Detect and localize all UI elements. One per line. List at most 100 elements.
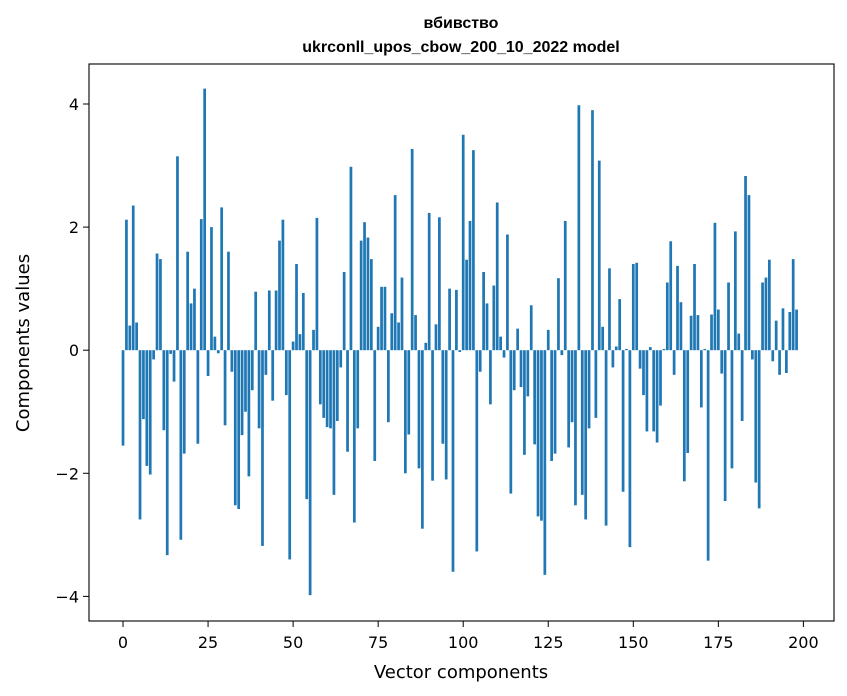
bar-122 bbox=[536, 350, 540, 517]
x-tick-label-50: 50 bbox=[283, 633, 303, 652]
bar-99 bbox=[458, 350, 462, 353]
y-tick-label-2: 2 bbox=[69, 218, 79, 237]
bar-120 bbox=[529, 305, 533, 351]
bar-85 bbox=[410, 148, 414, 351]
bar-27 bbox=[213, 336, 217, 351]
bar-43 bbox=[267, 290, 271, 351]
bar-72 bbox=[366, 237, 370, 351]
bar-62 bbox=[332, 350, 336, 495]
bar-125 bbox=[546, 329, 550, 351]
bar-169 bbox=[696, 315, 700, 351]
bar-178 bbox=[727, 282, 730, 351]
bar-100 bbox=[461, 134, 465, 351]
bar-164 bbox=[679, 302, 683, 351]
bar-154 bbox=[645, 350, 649, 432]
bar-141 bbox=[601, 326, 605, 351]
bar-139 bbox=[594, 350, 598, 418]
bar-194 bbox=[781, 308, 785, 351]
y-axis-ticks: −4 −2 0 2 4 bbox=[55, 95, 89, 606]
bar-193 bbox=[778, 350, 781, 375]
bar-92 bbox=[434, 324, 438, 351]
y-axis-label: Components values bbox=[13, 254, 34, 432]
bar-21 bbox=[193, 288, 196, 351]
bar-78 bbox=[387, 350, 390, 423]
bar-71 bbox=[363, 222, 366, 351]
bar-55 bbox=[308, 350, 312, 596]
bar-106 bbox=[482, 272, 485, 351]
bar-48 bbox=[284, 350, 288, 396]
x-tick-label-150: 150 bbox=[618, 633, 649, 652]
bar-76 bbox=[380, 286, 383, 351]
bar-23 bbox=[199, 219, 203, 351]
bar-114 bbox=[509, 350, 513, 494]
bar-33 bbox=[233, 350, 237, 506]
bar-153 bbox=[642, 350, 645, 396]
bar-0 bbox=[121, 350, 125, 446]
bar-56 bbox=[312, 329, 315, 351]
bar-9 bbox=[152, 350, 155, 360]
bar-47 bbox=[281, 219, 285, 351]
bar-4 bbox=[135, 322, 138, 351]
bar-36 bbox=[244, 350, 247, 412]
bar-107 bbox=[485, 303, 489, 351]
bar-196 bbox=[788, 312, 792, 351]
bar-156 bbox=[652, 350, 656, 432]
bar-42 bbox=[264, 350, 268, 375]
bar-22 bbox=[196, 350, 200, 444]
bar-192 bbox=[774, 320, 778, 351]
y-tick-label-0: 0 bbox=[69, 341, 79, 360]
bar-88 bbox=[421, 350, 424, 529]
bar-79 bbox=[390, 313, 394, 351]
y-tick-label--2: −2 bbox=[55, 464, 79, 483]
bar-133 bbox=[574, 350, 577, 506]
bar-46 bbox=[278, 240, 281, 351]
chart-title-line-2: ukrconll_upos_cbow_200_10_2022 model bbox=[302, 39, 619, 56]
bar-152 bbox=[638, 350, 642, 369]
bar-34 bbox=[237, 350, 241, 509]
bar-98 bbox=[455, 289, 458, 351]
bar-61 bbox=[329, 350, 332, 429]
bar-1 bbox=[125, 219, 128, 351]
bar-81 bbox=[397, 322, 400, 351]
bar-17 bbox=[179, 350, 183, 540]
bar-181 bbox=[737, 333, 741, 351]
y-tick-label-4: 4 bbox=[69, 95, 79, 114]
bar-89 bbox=[424, 342, 428, 351]
bar-136 bbox=[584, 350, 588, 520]
bar-124 bbox=[543, 350, 547, 575]
bar-119 bbox=[526, 350, 530, 397]
bar-14 bbox=[169, 350, 172, 354]
bar-26 bbox=[210, 227, 213, 351]
x-axis-label: Vector components bbox=[374, 662, 548, 683]
bar-173 bbox=[710, 314, 713, 351]
bar-145 bbox=[614, 346, 618, 351]
bar-74 bbox=[373, 350, 377, 461]
bar-150 bbox=[631, 264, 635, 351]
bar-20 bbox=[189, 303, 193, 351]
bar-60 bbox=[325, 350, 329, 428]
x-tick-label-75: 75 bbox=[368, 633, 388, 652]
bar-129 bbox=[560, 350, 564, 356]
bar-69 bbox=[356, 350, 360, 429]
x-tick-label-25: 25 bbox=[198, 633, 218, 652]
bar-184 bbox=[747, 195, 751, 351]
x-axis-ticks: 0 25 50 75 100 125 150 175 200 bbox=[118, 621, 819, 652]
bar-179 bbox=[730, 350, 734, 469]
bar-112 bbox=[502, 350, 506, 358]
bar-134 bbox=[577, 105, 581, 351]
bar-183 bbox=[744, 176, 747, 351]
bar-165 bbox=[682, 350, 686, 482]
bar-84 bbox=[407, 350, 411, 435]
bar-25 bbox=[206, 350, 210, 377]
bar-24 bbox=[203, 88, 207, 351]
bar-104 bbox=[475, 350, 479, 552]
bar-16 bbox=[176, 156, 179, 351]
bar-166 bbox=[686, 350, 690, 453]
bar-70 bbox=[359, 240, 363, 351]
bar-94 bbox=[441, 350, 445, 444]
bar-126 bbox=[550, 350, 554, 461]
x-tick-label-0: 0 bbox=[118, 633, 128, 652]
bar-30 bbox=[223, 350, 227, 426]
bar-130 bbox=[563, 220, 567, 351]
